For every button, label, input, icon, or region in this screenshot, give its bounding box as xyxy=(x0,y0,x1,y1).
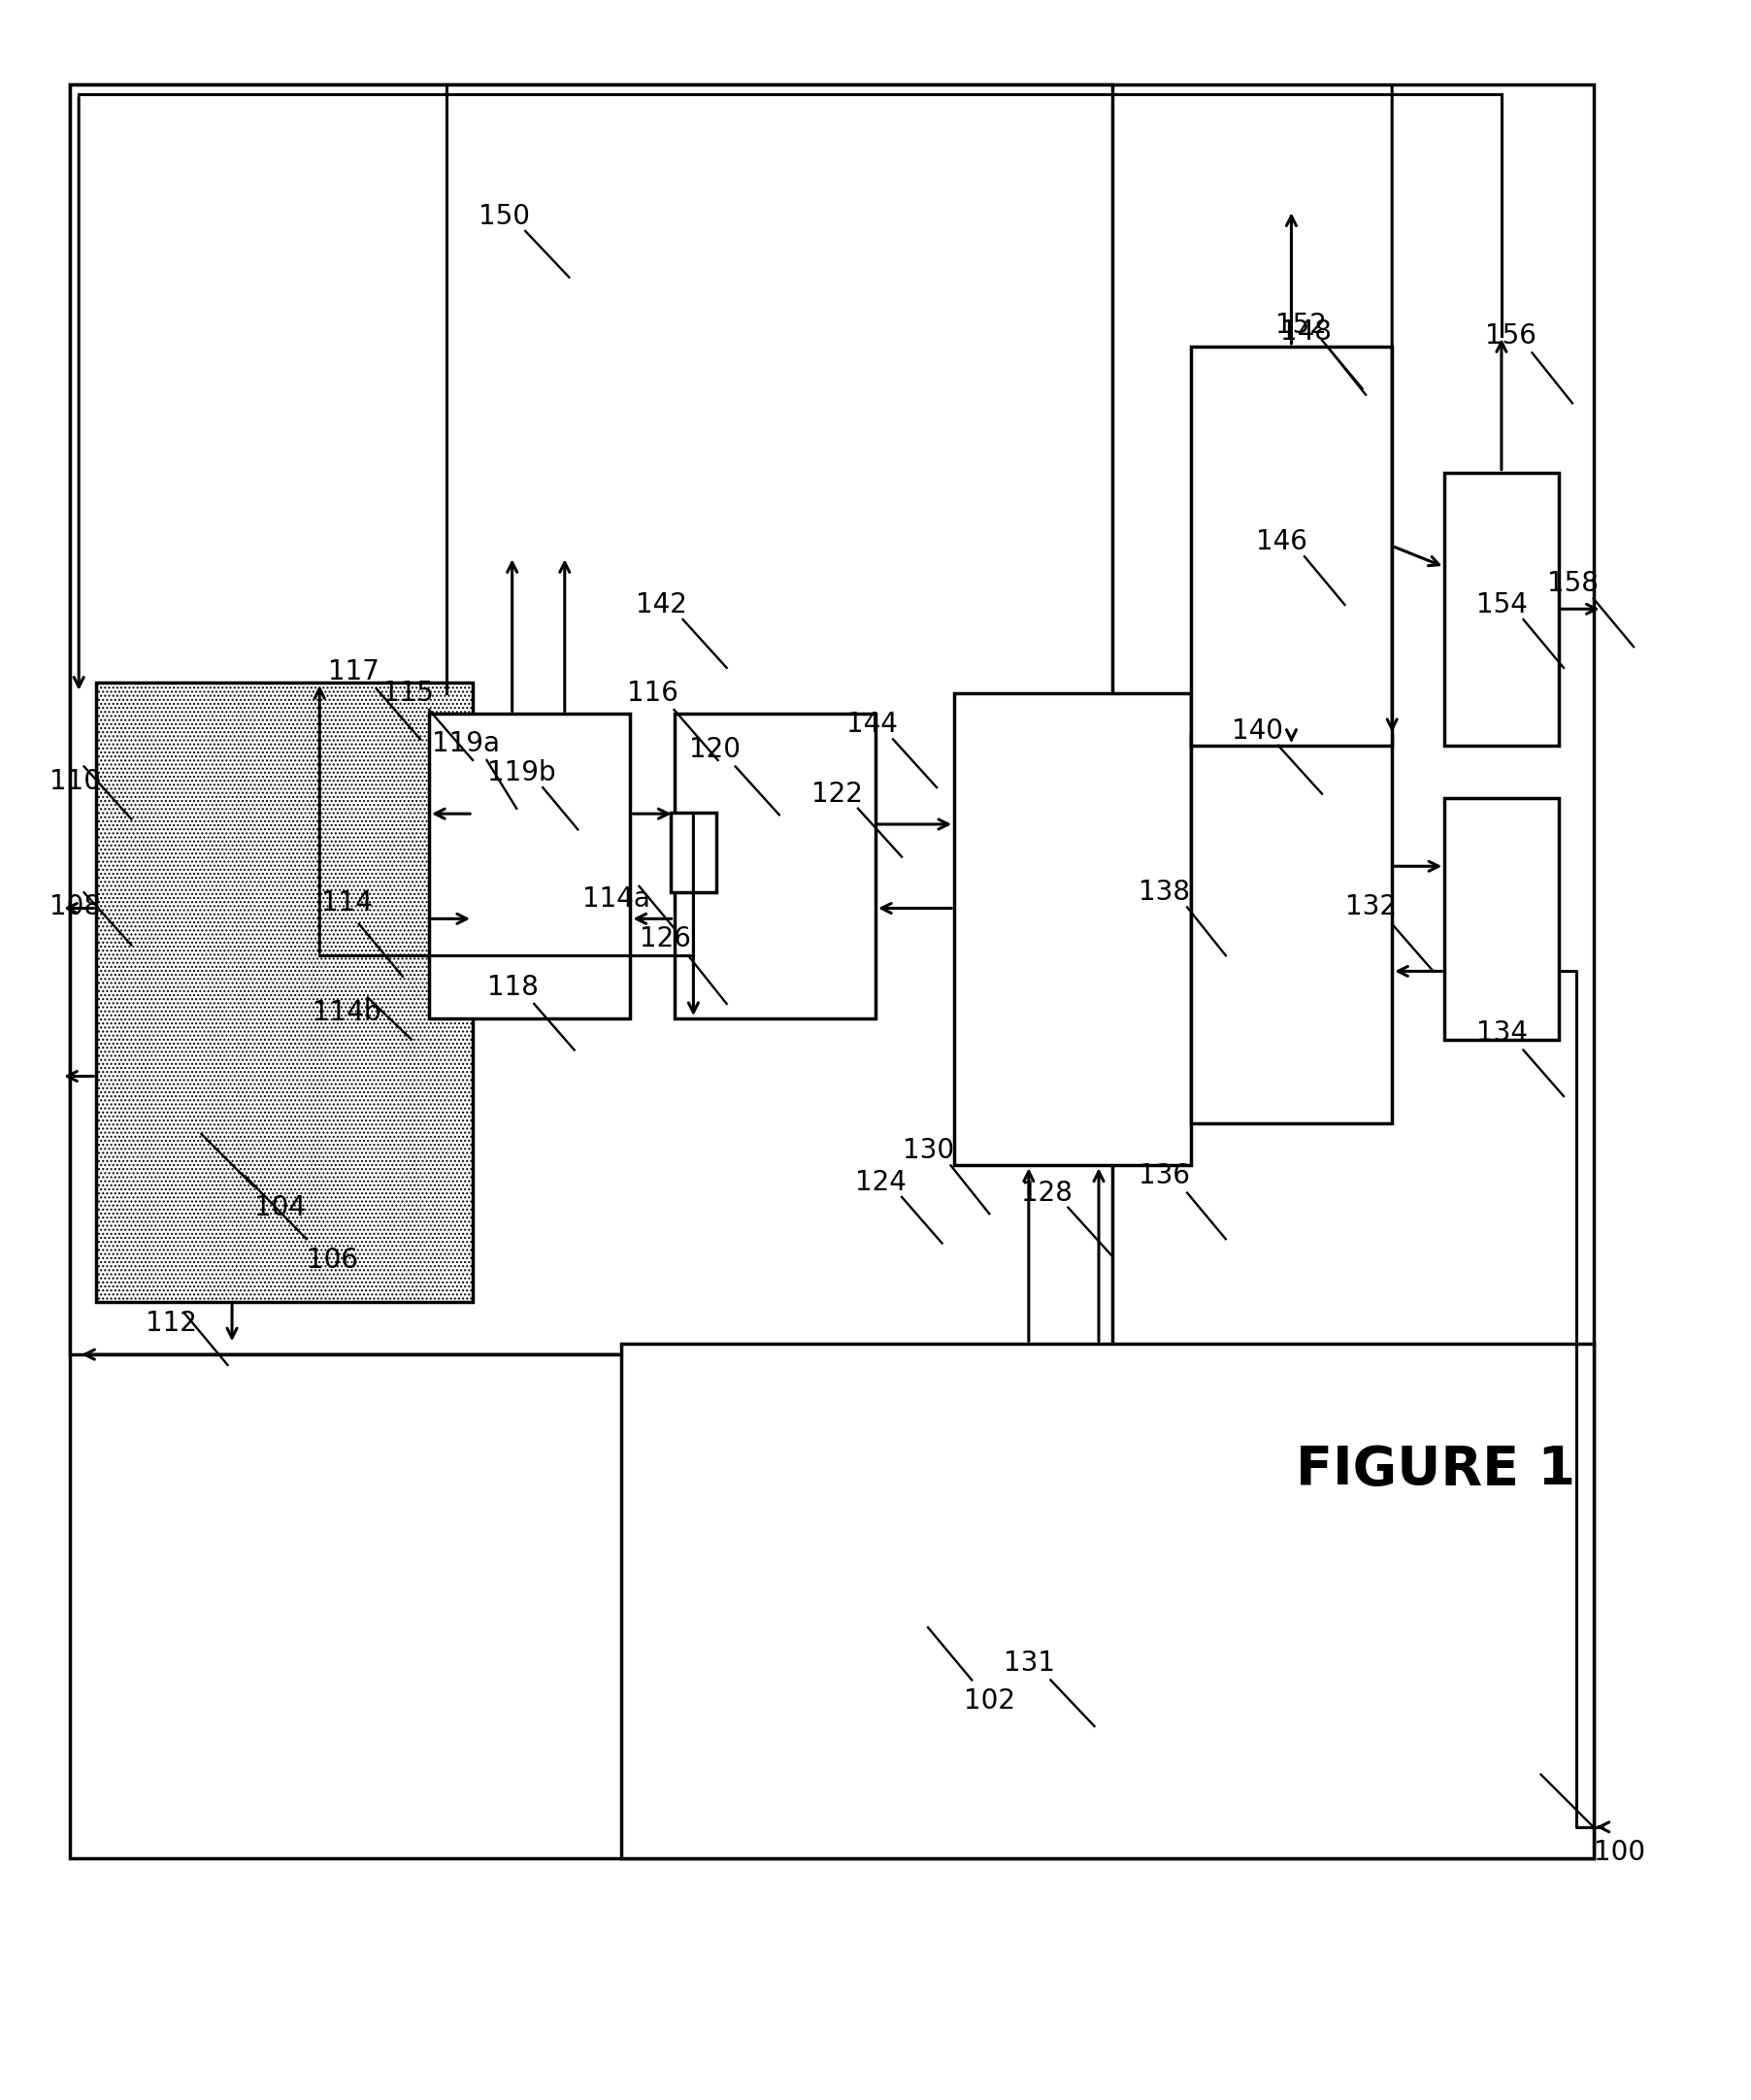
Text: 138: 138 xyxy=(1138,880,1191,905)
Bar xyxy=(954,693,1191,1166)
Text: 130: 130 xyxy=(902,1138,954,1163)
Text: 156: 156 xyxy=(1485,323,1537,349)
Text: 117: 117 xyxy=(327,659,380,685)
Bar xyxy=(70,84,1593,1858)
Bar xyxy=(1445,798,1558,1040)
Text: 150: 150 xyxy=(478,204,531,229)
Text: 110: 110 xyxy=(49,769,102,794)
Bar xyxy=(1191,347,1392,746)
Text: 146: 146 xyxy=(1255,529,1308,554)
Text: FIGURE 1: FIGURE 1 xyxy=(1296,1445,1576,1495)
Bar xyxy=(1191,735,1392,1124)
Bar xyxy=(1445,472,1558,746)
Text: 128: 128 xyxy=(1021,1180,1073,1205)
Text: 102: 102 xyxy=(963,1688,1016,1714)
Bar xyxy=(674,714,876,1019)
Text: 152: 152 xyxy=(1275,313,1327,338)
Text: 114a: 114a xyxy=(583,886,650,911)
Text: 144: 144 xyxy=(846,712,898,737)
Text: 108: 108 xyxy=(49,895,102,920)
Bar xyxy=(671,813,716,892)
Bar xyxy=(70,84,1112,1354)
Text: 158: 158 xyxy=(1546,571,1599,596)
Text: 100: 100 xyxy=(1593,1840,1646,1865)
Text: 126: 126 xyxy=(639,926,692,951)
Bar xyxy=(622,1344,1593,1858)
Text: 136: 136 xyxy=(1138,1163,1191,1189)
Text: 140: 140 xyxy=(1231,718,1283,743)
Text: 116: 116 xyxy=(627,680,679,706)
Text: 154: 154 xyxy=(1476,592,1529,617)
Text: 112: 112 xyxy=(145,1310,198,1336)
Text: 119b: 119b xyxy=(487,760,557,785)
Text: 124: 124 xyxy=(854,1170,907,1195)
Text: 132: 132 xyxy=(1345,895,1397,920)
Text: 104: 104 xyxy=(254,1195,306,1220)
Text: 106: 106 xyxy=(306,1247,359,1273)
Text: 114b: 114b xyxy=(312,1000,382,1025)
Bar xyxy=(429,714,630,1019)
Text: 119a: 119a xyxy=(432,731,499,756)
Text: 122: 122 xyxy=(811,781,863,806)
Text: 131: 131 xyxy=(1003,1651,1056,1676)
Text: 142: 142 xyxy=(636,592,688,617)
Text: 115: 115 xyxy=(382,680,434,706)
Text: 120: 120 xyxy=(688,737,741,762)
Text: 118: 118 xyxy=(487,974,539,1000)
Text: 148: 148 xyxy=(1280,319,1333,344)
Bar xyxy=(96,682,473,1302)
Text: 114: 114 xyxy=(320,890,373,916)
Text: 134: 134 xyxy=(1476,1021,1529,1046)
